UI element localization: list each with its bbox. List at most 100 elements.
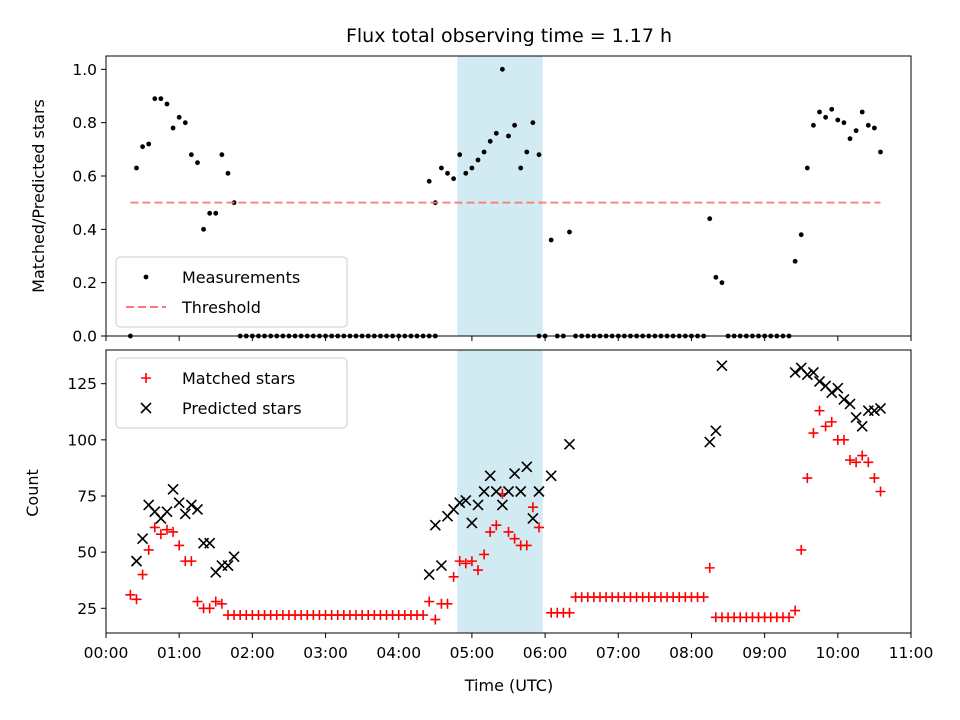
data-point (814, 405, 825, 416)
data-point (429, 519, 441, 531)
data-point (493, 130, 499, 136)
data-point (216, 598, 227, 609)
data-point (173, 497, 185, 509)
data-point (460, 494, 472, 507)
data-point (524, 149, 530, 155)
data-point (533, 522, 544, 533)
legend-box (115, 256, 348, 328)
data-point (869, 473, 880, 484)
data-point (542, 333, 548, 339)
data-point (676, 333, 682, 339)
data-point (863, 457, 874, 468)
data-point (652, 333, 658, 339)
data-point (530, 120, 536, 126)
legend-swatch (143, 274, 149, 280)
data-point (591, 333, 597, 339)
data-point (378, 333, 383, 339)
data-point (872, 125, 877, 131)
y-tick-label: 0.6 (72, 168, 97, 186)
bottom-xlabel: Time (UTC) (464, 676, 553, 695)
data-point (286, 333, 292, 339)
data-point (131, 594, 142, 605)
data-point (219, 152, 225, 158)
data-point (597, 333, 603, 339)
data-point (850, 411, 862, 423)
data-point (243, 333, 249, 339)
data-point (615, 333, 621, 339)
data-point (560, 333, 566, 339)
data-point (317, 333, 322, 339)
shaded-span (457, 56, 543, 336)
legend-label: Matched stars (182, 369, 295, 388)
data-point (485, 526, 496, 537)
data-point (463, 170, 469, 176)
data-point (213, 210, 219, 216)
data-point (210, 596, 221, 607)
data-point (786, 333, 792, 339)
data-point (182, 120, 188, 126)
data-point (792, 258, 798, 264)
bottom-panel: 25 50 75 100 125 00:00 01:00 02:00 03:00 04:00 05:… (67, 349, 933, 662)
data-point (847, 136, 853, 142)
data-point (262, 333, 267, 339)
y-tick-label: 50 (77, 544, 97, 562)
x-tick-label: 03:00 (303, 644, 348, 662)
data-point (808, 428, 819, 439)
data-point (832, 382, 844, 394)
data-point (701, 333, 707, 339)
data-point (704, 562, 715, 573)
data-point (353, 333, 359, 339)
data-point (164, 101, 170, 107)
data-point (155, 529, 166, 540)
data-point (628, 333, 633, 339)
data-point (780, 333, 786, 339)
data-point (167, 483, 179, 495)
data-point (573, 333, 578, 339)
data-point (796, 544, 807, 555)
data-point (856, 420, 868, 432)
data-point (207, 210, 213, 216)
y-tick-label: 0.4 (72, 221, 97, 239)
data-point (784, 612, 795, 623)
data-point (664, 333, 670, 339)
data-point (176, 114, 182, 120)
chart-title: Flux total observing time = 1.17 h (346, 25, 672, 47)
data-point (127, 333, 133, 339)
data-point (521, 540, 532, 551)
data-point (716, 360, 728, 372)
x-tick-label: 01:00 (157, 644, 202, 662)
data-point (533, 485, 545, 498)
data-point (509, 467, 521, 480)
data-point (439, 165, 444, 171)
data-point (451, 176, 457, 182)
data-point (790, 605, 801, 616)
data-point (454, 497, 466, 509)
data-point (801, 369, 813, 381)
data-point (750, 333, 755, 339)
data-point (445, 170, 450, 176)
data-point (457, 152, 463, 158)
data-point (502, 485, 515, 498)
data-point (146, 141, 152, 147)
axes-frame (105, 349, 912, 634)
legend-swatch (141, 373, 151, 383)
data-point (466, 517, 478, 529)
data-point (298, 333, 304, 339)
x-tick-label: 02:00 (230, 644, 275, 662)
data-point (838, 434, 849, 445)
data-point (490, 485, 502, 498)
data-point (487, 138, 493, 144)
data-point (161, 524, 172, 535)
data-point (826, 416, 837, 427)
data-point (536, 333, 542, 339)
data-point (448, 571, 459, 582)
data-point (621, 333, 627, 339)
data-point (201, 226, 206, 232)
data-point (802, 473, 813, 484)
data-point (390, 333, 396, 339)
data-point (341, 333, 347, 339)
data-point (603, 333, 609, 339)
data-point (835, 117, 841, 123)
data-point (737, 333, 743, 339)
data-point (756, 333, 761, 339)
